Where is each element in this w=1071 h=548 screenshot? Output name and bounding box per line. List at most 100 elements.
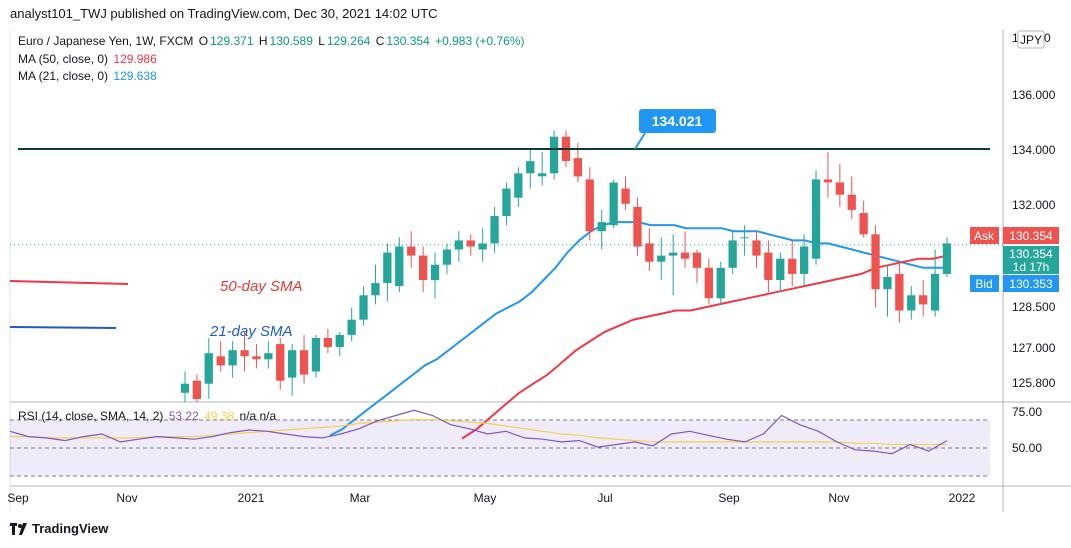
- candle-body: [776, 258, 785, 280]
- tradingview-brand: TradingView: [32, 521, 109, 536]
- candle-body: [847, 194, 856, 210]
- bar-countdown: 1d 17h: [1013, 260, 1050, 274]
- rsi-tick-50: 50.00: [1012, 441, 1042, 455]
- sma21-annotation: 21-day SMA: [209, 323, 293, 340]
- candle-body: [942, 243, 952, 274]
- currency-box[interactable]: [1017, 30, 1045, 49]
- time-tick: Sep: [718, 491, 740, 505]
- candle-body: [764, 252, 773, 280]
- candle-body: [216, 356, 225, 366]
- tradingview-logo[interactable]: TradingView: [10, 521, 108, 536]
- level-callout-box[interactable]: [639, 109, 716, 133]
- rsi-lines: [9, 409, 948, 455]
- candle-body: [740, 237, 749, 239]
- candle-body: [407, 246, 416, 256]
- high-label: H: [258, 34, 268, 48]
- candle-body: [323, 338, 332, 348]
- last-price: 130.354: [1009, 247, 1053, 261]
- candle-body: [502, 188, 511, 216]
- candle-body: [347, 319, 356, 335]
- level-callout-pointer: [634, 132, 646, 150]
- symbol-legend[interactable]: Euro / Japanese Yen, 1W, FXCM O 129.371 H…: [18, 34, 527, 48]
- bid-tag-text: Bid: [975, 277, 992, 291]
- rsi-sma-line: [10, 418, 947, 446]
- ma50-left-segment: [9, 280, 129, 285]
- candle-body: [728, 240, 737, 268]
- ma21-value: 129.638: [113, 69, 157, 83]
- symbol-title: Euro / Japanese Yen, 1W, FXCM: [18, 34, 194, 48]
- price-tick-partial-right: 0: [1044, 31, 1051, 45]
- candle-body: [752, 240, 761, 256]
- ask-price-box: [1003, 227, 1059, 244]
- candle-body: [276, 344, 285, 381]
- candle-body: [835, 182, 844, 195]
- open-value: 129.371: [210, 34, 254, 48]
- candle-body: [430, 264, 440, 280]
- close-value: 130.354: [386, 34, 430, 48]
- ma50-value: 129.986: [113, 52, 157, 66]
- candle-body: [311, 338, 321, 372]
- candle-body: [609, 182, 618, 226]
- sma50-annotation: 50-day SMA: [220, 278, 303, 295]
- published-header: analyst101_TWJ published on TradingView.…: [10, 6, 438, 21]
- price-axis[interactable]: 136.000 134.000 132.000 128.500 127.000 …: [1012, 31, 1056, 390]
- time-tick: May: [474, 491, 497, 505]
- ask-tag-text: Ask: [974, 229, 995, 243]
- candle-body: [419, 255, 428, 280]
- candle-body: [704, 267, 713, 299]
- ask-price: 130.354: [1009, 229, 1053, 243]
- candle-body: [204, 353, 213, 384]
- ma50-line: [461, 254, 948, 440]
- price-tick: 132.000: [1012, 198, 1056, 212]
- candle-body: [883, 277, 892, 290]
- candle-body: [288, 350, 297, 378]
- candle-body: [526, 161, 535, 174]
- candle-body: [645, 243, 654, 262]
- low-value: 129.264: [326, 34, 371, 48]
- low-label: L: [318, 34, 325, 48]
- time-axis[interactable]: Sep Nov 2021 Mar May Jul Sep Nov 2022: [7, 491, 975, 505]
- candle-body: [859, 213, 868, 235]
- rsi-na: n/a n/a: [239, 409, 277, 423]
- candle-body: [335, 334, 344, 348]
- candle-body: [299, 350, 309, 375]
- candle-body: [907, 295, 916, 311]
- rsi-legend[interactable]: RSI (14, close, SMA, 14, 2) 53.22 49.38 …: [18, 409, 278, 423]
- price-tick-partial-left: 1: [1012, 31, 1019, 45]
- level-callout-text: 134.021: [652, 113, 703, 129]
- close-label: C: [375, 34, 385, 48]
- ma21-legend[interactable]: MA (21, close, 0) 129.638: [18, 69, 159, 83]
- candle-body: [657, 255, 666, 262]
- candle-body: [800, 246, 809, 274]
- candle-body: [180, 383, 190, 393]
- price-tick: 134.000: [1012, 143, 1056, 157]
- candle-body: [930, 273, 940, 311]
- candle-body: [621, 188, 630, 204]
- candle-body: [383, 252, 392, 284]
- price-tick: 128.500: [1012, 300, 1056, 314]
- candle-body: [264, 353, 273, 360]
- time-tick: Nov: [828, 491, 849, 505]
- candle-body: [478, 243, 487, 250]
- candle-body: [359, 295, 368, 320]
- candle-body: [549, 136, 559, 174]
- time-tick: Nov: [116, 491, 137, 505]
- rsi-label: RSI (14, close, SMA, 14, 2): [18, 409, 164, 423]
- candle-body: [871, 234, 880, 290]
- rsi-sma-value: 49.38: [204, 409, 235, 423]
- ma50-legend[interactable]: MA (50, close, 0) 129.986: [18, 52, 159, 66]
- time-tick: 2022: [949, 491, 976, 505]
- tradingview-logo-icon: [10, 522, 27, 535]
- bid-price: 130.353: [1009, 277, 1053, 291]
- candle-body: [442, 249, 452, 265]
- candle-body: [252, 356, 261, 360]
- candle-body: [597, 222, 606, 232]
- candle-body: [490, 216, 499, 244]
- candle-body: [716, 267, 725, 299]
- last-price-box: [1003, 246, 1059, 274]
- candle-body: [585, 179, 594, 232]
- ma21-left-segment: [9, 326, 117, 329]
- bid-tag: [970, 275, 999, 292]
- currency-label: JPY: [1020, 33, 1042, 47]
